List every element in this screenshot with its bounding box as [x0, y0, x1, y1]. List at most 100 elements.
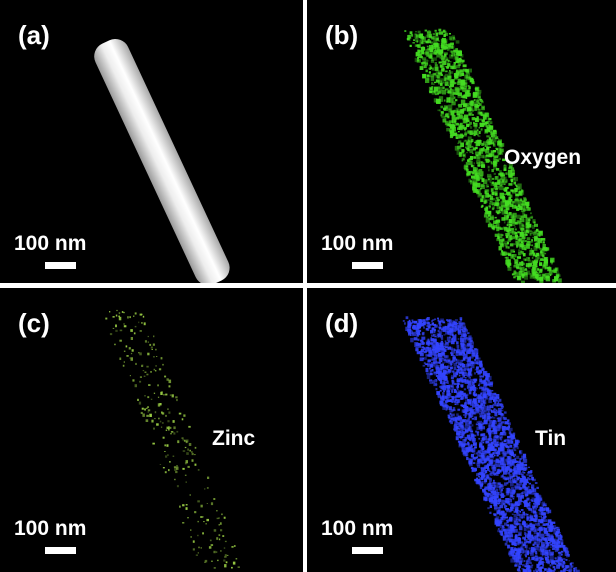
signal-speck [525, 229, 529, 233]
signal-speck [480, 154, 485, 159]
signal-speck [490, 216, 495, 221]
signal-speck [481, 387, 484, 391]
signal-speck [519, 458, 522, 460]
signal-speck [442, 320, 445, 323]
signal-speck [449, 87, 452, 91]
signal-speck [452, 66, 457, 70]
signal-speck [505, 427, 510, 431]
signal-speck [482, 155, 487, 159]
signal-speck [480, 164, 486, 168]
signal-speck [487, 185, 489, 187]
signal-speck [510, 189, 514, 192]
signal-speck [479, 386, 483, 390]
signal-speck [492, 143, 495, 146]
signal-speck [557, 278, 562, 283]
signal-speck [486, 126, 491, 131]
signal-speck [476, 473, 480, 477]
signal-speck [535, 570, 539, 572]
signal-speck [539, 508, 542, 511]
signal-speck [532, 488, 537, 493]
signal-speck [469, 121, 472, 125]
signal-speck [514, 177, 518, 182]
signal-speck [525, 233, 528, 236]
signal-speck [218, 538, 221, 541]
signal-speck [432, 33, 436, 35]
signal-speck [435, 79, 440, 83]
signal-speck [531, 239, 533, 241]
signal-speck [439, 373, 442, 376]
signal-speck [565, 559, 568, 561]
signal-speck [402, 320, 405, 322]
signal-speck [451, 35, 455, 38]
signal-speck [489, 505, 492, 508]
signal-speck [451, 390, 454, 393]
signal-speck [464, 164, 469, 171]
signal-speck [512, 458, 516, 463]
signal-speck [510, 547, 514, 551]
signal-speck [526, 243, 531, 246]
signal-speck [540, 529, 544, 532]
signal-speck [502, 417, 506, 420]
signal-speck [473, 121, 475, 124]
signal-speck [493, 172, 496, 175]
signal-speck [491, 181, 494, 185]
signal-speck [511, 441, 514, 444]
signal-speck [500, 405, 504, 408]
signal-speck [218, 534, 221, 536]
signal-speck [445, 88, 449, 91]
signal-speck [487, 214, 490, 216]
signal-speck [453, 38, 456, 41]
signal-speck [489, 448, 492, 452]
signal-speck [511, 179, 514, 183]
signal-speck [429, 379, 433, 382]
signal-speck [492, 227, 496, 231]
signal-speck [167, 428, 170, 431]
signal-speck [491, 500, 495, 504]
signal-speck [529, 562, 532, 565]
signal-speck [512, 478, 515, 482]
signal-speck [452, 328, 457, 333]
signal-speck [409, 44, 412, 47]
signal-speck [489, 495, 493, 498]
signal-speck [475, 117, 479, 123]
signal-speck [542, 243, 546, 249]
signal-speck [528, 570, 530, 572]
signal-speck [179, 505, 181, 508]
signal-speck [116, 309, 118, 312]
signal-speck [526, 518, 529, 521]
signal-speck [502, 487, 504, 489]
signal-speck [460, 328, 462, 331]
signal-speck [505, 246, 508, 249]
signal-speck [520, 215, 525, 219]
signal-speck [494, 188, 497, 191]
signal-speck [497, 138, 499, 140]
signal-speck [478, 193, 482, 196]
signal-speck [440, 385, 444, 390]
signal-speck [513, 243, 516, 246]
signal-speck [455, 48, 458, 51]
zinc-map [105, 309, 240, 569]
signal-speck [434, 318, 437, 321]
signal-speck [435, 388, 438, 391]
signal-speck [431, 86, 434, 88]
signal-speck [464, 132, 468, 136]
signal-speck [500, 518, 504, 522]
signal-speck [486, 468, 489, 470]
signal-speck [489, 478, 492, 482]
signal-speck [496, 510, 501, 514]
signal-speck [461, 435, 465, 439]
signal-speck [564, 553, 568, 556]
signal-speck [478, 108, 481, 111]
signal-speck [461, 334, 465, 337]
signal-speck [482, 368, 485, 371]
signal-speck [431, 357, 436, 360]
signal-speck [459, 436, 461, 438]
signal-speck [457, 382, 460, 385]
signal-speck [556, 542, 560, 545]
signal-speck [483, 141, 488, 146]
signal-speck [480, 380, 485, 385]
signal-speck [130, 352, 133, 355]
signal-speck [487, 129, 489, 132]
signal-speck [499, 404, 502, 406]
signal-speck [512, 474, 515, 478]
